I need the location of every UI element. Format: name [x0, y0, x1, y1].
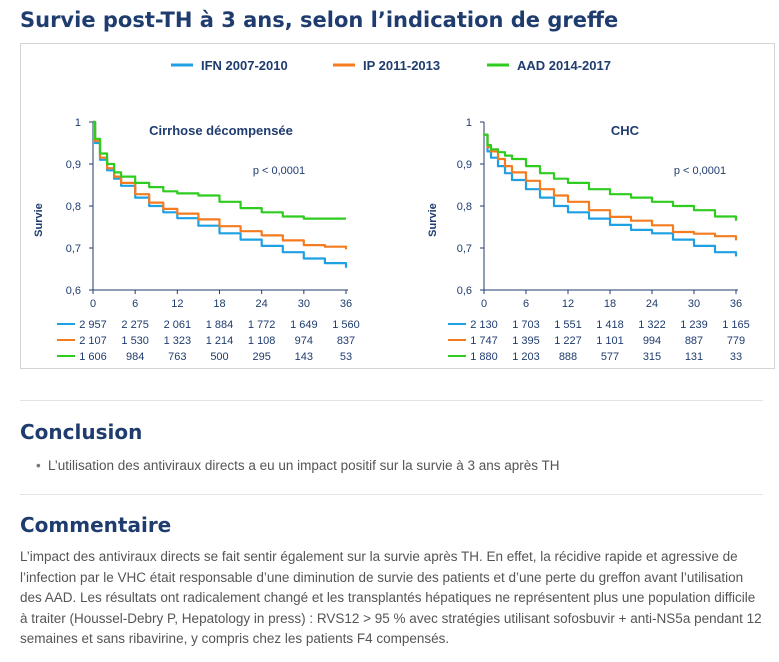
- x-tick-label: 36: [340, 298, 352, 310]
- y-tick-label: 0,7: [66, 243, 81, 255]
- y-tick-label: 0,9: [66, 159, 81, 171]
- risk-table-cell: 1 323: [164, 335, 192, 347]
- risk-table-cell: 500: [210, 351, 228, 363]
- risk-table-cell: 131: [685, 351, 703, 363]
- risk-table-cell: 53: [340, 351, 352, 363]
- risk-table-cell: 1 322: [638, 319, 666, 331]
- legend-label: AAD 2014-2017: [517, 58, 611, 73]
- risk-table-cell: 887: [685, 335, 703, 347]
- risk-table-cell: 1 108: [248, 335, 276, 347]
- risk-table-cell: 1 418: [596, 319, 624, 331]
- divider: [20, 494, 763, 495]
- risk-table-cell: 1 165: [722, 319, 750, 331]
- risk-table-cell: 1 772: [248, 319, 276, 331]
- y-axis-title: Survie: [427, 203, 439, 237]
- x-tick-label: 24: [646, 298, 658, 310]
- divider: [20, 400, 763, 401]
- series-line: [484, 133, 738, 241]
- y-tick-label: 1: [466, 117, 472, 129]
- risk-table-cell: 143: [295, 351, 313, 363]
- y-tick-label: 0,6: [66, 285, 81, 297]
- x-tick-label: 24: [256, 298, 268, 310]
- x-tick-label: 30: [688, 298, 700, 310]
- risk-table-cell: 1 884: [206, 319, 234, 331]
- series-line: [484, 133, 738, 221]
- risk-table-cell: 1 395: [512, 335, 540, 347]
- risk-table-cell: 1 880: [470, 351, 498, 363]
- legend-label: IFN 2007-2010: [201, 58, 288, 73]
- p-value-annotation: p < 0,0001: [253, 165, 305, 177]
- risk-table-cell: 1 560: [332, 319, 360, 331]
- risk-table-cell: 315: [643, 351, 661, 363]
- series-line: [93, 120, 346, 220]
- risk-table-cell: 984: [126, 351, 144, 363]
- risk-table-cell: 837: [337, 335, 355, 347]
- risk-table-cell: 1 101: [596, 335, 624, 347]
- risk-table-cell: 974: [295, 335, 313, 347]
- risk-table-cell: 2 275: [121, 319, 149, 331]
- commentaire-text: L’impact des antiviraux directs se fait …: [20, 547, 765, 650]
- commentaire-title: Commentaire: [20, 513, 172, 537]
- risk-table-cell: 2 107: [79, 335, 107, 347]
- y-tick-label: 0,7: [457, 243, 472, 255]
- x-tick-label: 12: [171, 298, 183, 310]
- risk-table-cell: 1 703: [512, 319, 540, 331]
- risk-table-cell: 1 606: [79, 351, 107, 363]
- risk-table-cell: 2 957: [79, 319, 107, 331]
- p-value-annotation: p < 0,0001: [674, 165, 726, 177]
- risk-table-cell: 33: [730, 351, 742, 363]
- series-line: [484, 133, 738, 257]
- risk-table-cell: 779: [727, 335, 745, 347]
- x-tick-label: 18: [604, 298, 616, 310]
- y-tick-label: 0,8: [457, 201, 472, 213]
- y-tick-label: 1: [75, 117, 81, 129]
- legend-label: IP 2011-2013: [363, 58, 440, 73]
- risk-table-cell: 1 747: [470, 335, 498, 347]
- x-tick-label: 30: [298, 298, 310, 310]
- conclusion-bullet: L’utilisation des antiviraux directs a e…: [36, 458, 560, 473]
- risk-table-cell: 1 551: [554, 319, 582, 331]
- y-tick-label: 0,9: [457, 159, 472, 171]
- risk-table-cell: 1 530: [121, 335, 149, 347]
- x-tick-label: 0: [90, 298, 96, 310]
- page-title: Survie post-TH à 3 ans, selon l’indicati…: [20, 8, 619, 32]
- x-tick-label: 12: [562, 298, 574, 310]
- y-tick-label: 0,6: [457, 285, 472, 297]
- y-tick-label: 0,8: [66, 201, 81, 213]
- conclusion-title: Conclusion: [20, 420, 143, 444]
- y-axis-title: Survie: [33, 203, 45, 237]
- x-tick-label: 6: [132, 298, 138, 310]
- risk-table-cell: 2 130: [470, 319, 498, 331]
- risk-table-cell: 1 239: [680, 319, 708, 331]
- risk-table-cell: 2 061: [164, 319, 192, 331]
- survival-figure: IFN 2007-2010 IP 2011-2013 AAD 2014-2017 1 0…: [20, 43, 775, 369]
- risk-table-cell: 888: [559, 351, 577, 363]
- survival-charts-svg: IFN 2007-2010 IP 2011-2013 AAD 2014-2017 1 0…: [33, 58, 750, 363]
- risk-table-cell: 763: [168, 351, 186, 363]
- risk-table-cell: 577: [601, 351, 619, 363]
- chart-title: Cirrhose décompensée: [149, 123, 293, 138]
- risk-table-cell: 1 649: [290, 319, 318, 331]
- risk-table-cell: 1 214: [206, 335, 234, 347]
- x-tick-label: 6: [523, 298, 529, 310]
- chart-title: CHC: [611, 123, 640, 138]
- x-tick-label: 18: [213, 298, 225, 310]
- risk-table-cell: 1 203: [512, 351, 540, 363]
- risk-table-cell: 994: [643, 335, 661, 347]
- risk-table-cell: 295: [252, 351, 270, 363]
- x-tick-label: 36: [730, 298, 742, 310]
- risk-table-cell: 1 227: [554, 335, 582, 347]
- x-tick-label: 0: [481, 298, 487, 310]
- commentaire-paragraph: L’impact des antiviraux directs se fait …: [20, 549, 762, 646]
